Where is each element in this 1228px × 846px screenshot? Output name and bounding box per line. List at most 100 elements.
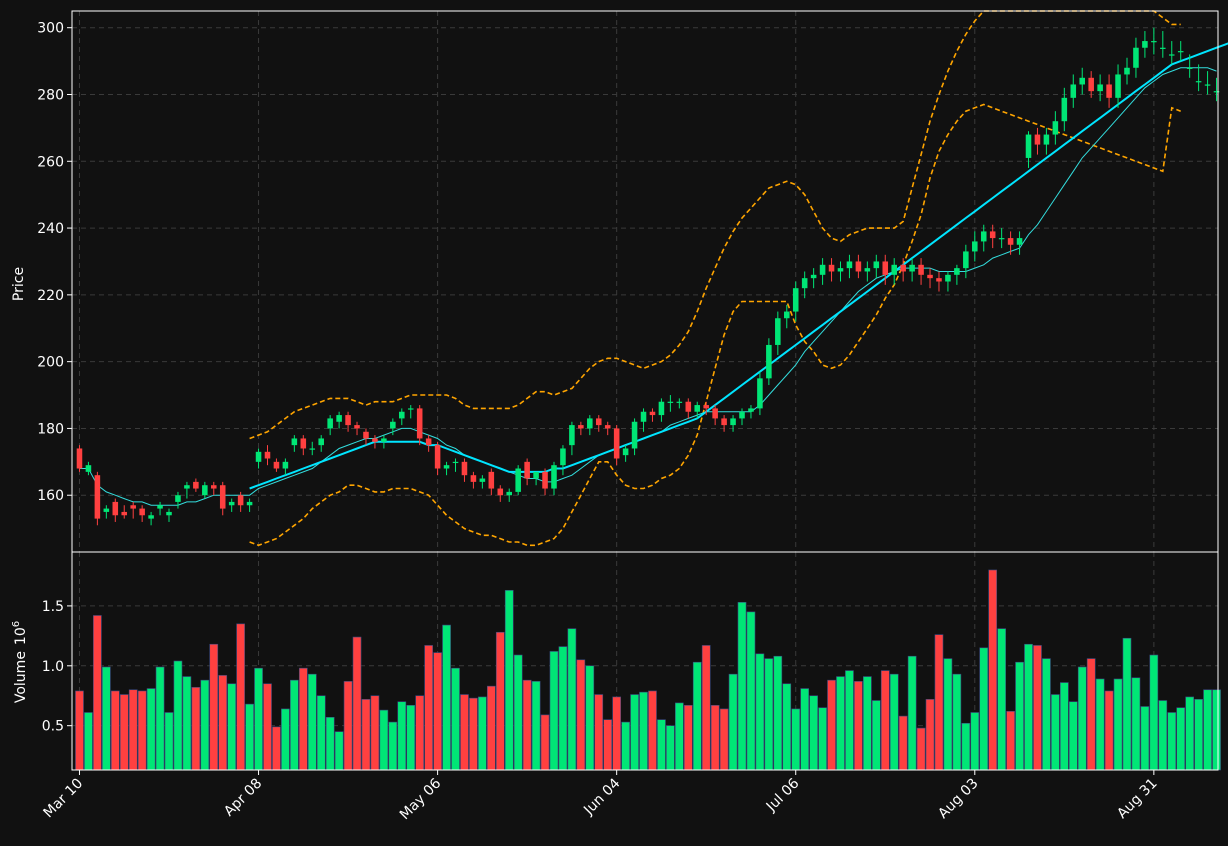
volume-bar xyxy=(720,709,728,770)
candle-body xyxy=(578,425,584,428)
volume-bar xyxy=(953,674,961,770)
volume-bar xyxy=(1132,678,1140,770)
volume-bar xyxy=(183,677,191,770)
candle-body xyxy=(211,485,217,488)
volume-bar xyxy=(622,722,630,770)
candle-body xyxy=(1115,74,1121,97)
volume-bar xyxy=(102,667,110,770)
volume-axis-exponent-power: 6 xyxy=(11,621,22,627)
volume-bar xyxy=(219,675,227,770)
candle-body xyxy=(77,448,83,468)
candle-body xyxy=(318,438,324,445)
volume-bar xyxy=(398,702,406,770)
candle-body xyxy=(1169,54,1175,55)
volume-bar xyxy=(111,691,119,770)
candle-body xyxy=(471,475,477,482)
candle-body xyxy=(121,512,127,515)
volume-bar xyxy=(917,728,925,770)
candle-body xyxy=(372,438,378,441)
volume-bar xyxy=(201,680,209,770)
candle-body xyxy=(497,489,503,496)
price-tick-label: 180 xyxy=(37,421,64,437)
candle-body xyxy=(1079,78,1085,85)
volume-tick-label: 0.5 xyxy=(42,719,64,735)
lower-band-line xyxy=(250,105,1181,546)
volume-bar xyxy=(747,612,755,770)
volume-bar xyxy=(505,590,513,770)
candle-body xyxy=(694,405,700,412)
volume-axis-exponent-base: 10 xyxy=(13,627,29,645)
candle-body xyxy=(309,448,315,449)
candle-body xyxy=(1026,135,1032,158)
volume-bar xyxy=(1150,655,1158,770)
volume-bar xyxy=(272,727,280,770)
volume-bar xyxy=(75,691,83,770)
volume-bar xyxy=(174,661,182,770)
price-tick-label: 160 xyxy=(37,488,64,504)
volume-bar xyxy=(1105,691,1113,770)
candle-body xyxy=(838,268,844,271)
candle-body xyxy=(157,505,163,508)
volume-bar xyxy=(84,713,92,770)
candle-body xyxy=(703,405,709,408)
volume-bar xyxy=(1168,713,1176,770)
volume-bar xyxy=(344,681,352,770)
candle-body xyxy=(560,448,566,465)
volume-bar xyxy=(872,701,880,770)
x-tick-label: Mar 10 xyxy=(41,776,87,822)
candle-body xyxy=(1097,84,1103,91)
candle-body xyxy=(435,445,441,468)
volume-bar xyxy=(729,674,737,770)
volume-bar xyxy=(93,615,101,770)
candle-body xyxy=(829,265,835,272)
candle-body xyxy=(990,231,996,238)
candle-body xyxy=(524,462,530,479)
candle-body xyxy=(587,418,593,428)
volume-bar xyxy=(908,656,916,770)
x-tick-label: Jun 04 xyxy=(580,775,623,818)
candle-body xyxy=(802,278,808,288)
candle-body xyxy=(1142,41,1148,48)
candle-body xyxy=(166,512,172,515)
volume-bar xyxy=(487,686,495,770)
candle-body xyxy=(381,438,387,441)
volume-bar xyxy=(863,677,871,770)
volume-bar xyxy=(541,715,549,770)
candle-body xyxy=(256,452,262,462)
volume-bar xyxy=(496,632,504,770)
candle-body xyxy=(668,402,674,403)
candle-body xyxy=(936,278,942,281)
volume-bar xyxy=(935,635,943,770)
volume-bar xyxy=(550,651,558,770)
candle-body xyxy=(533,472,539,479)
volume-bar xyxy=(854,681,862,770)
volume-bar xyxy=(1033,645,1041,770)
candle-body xyxy=(453,462,459,463)
candle-body xyxy=(793,288,799,311)
candle-body xyxy=(113,502,119,515)
candle-body xyxy=(784,312,790,319)
candle-body xyxy=(265,452,271,459)
candle-body xyxy=(1035,135,1041,145)
candle-body xyxy=(1062,98,1068,121)
volume-bar xyxy=(1204,690,1212,770)
volume-bar xyxy=(613,697,621,770)
volume-bar xyxy=(317,696,325,770)
candle-body xyxy=(184,485,190,488)
volume-bar xyxy=(156,667,164,770)
price-tick-label: 300 xyxy=(37,21,64,37)
volume-bar xyxy=(577,660,585,770)
candle-body xyxy=(1160,48,1166,49)
volume-bar xyxy=(899,716,907,770)
volume-axis-label: Volume106 xyxy=(11,621,29,703)
candle-body xyxy=(1008,238,1014,245)
volume-bar xyxy=(568,629,576,770)
candle-body xyxy=(623,448,629,455)
price-tick-label: 260 xyxy=(37,154,64,170)
candle-body xyxy=(1178,51,1184,52)
candle-body xyxy=(614,428,620,458)
candle-body xyxy=(238,495,244,505)
volume-bar xyxy=(407,705,415,770)
volume-bar xyxy=(944,659,952,770)
